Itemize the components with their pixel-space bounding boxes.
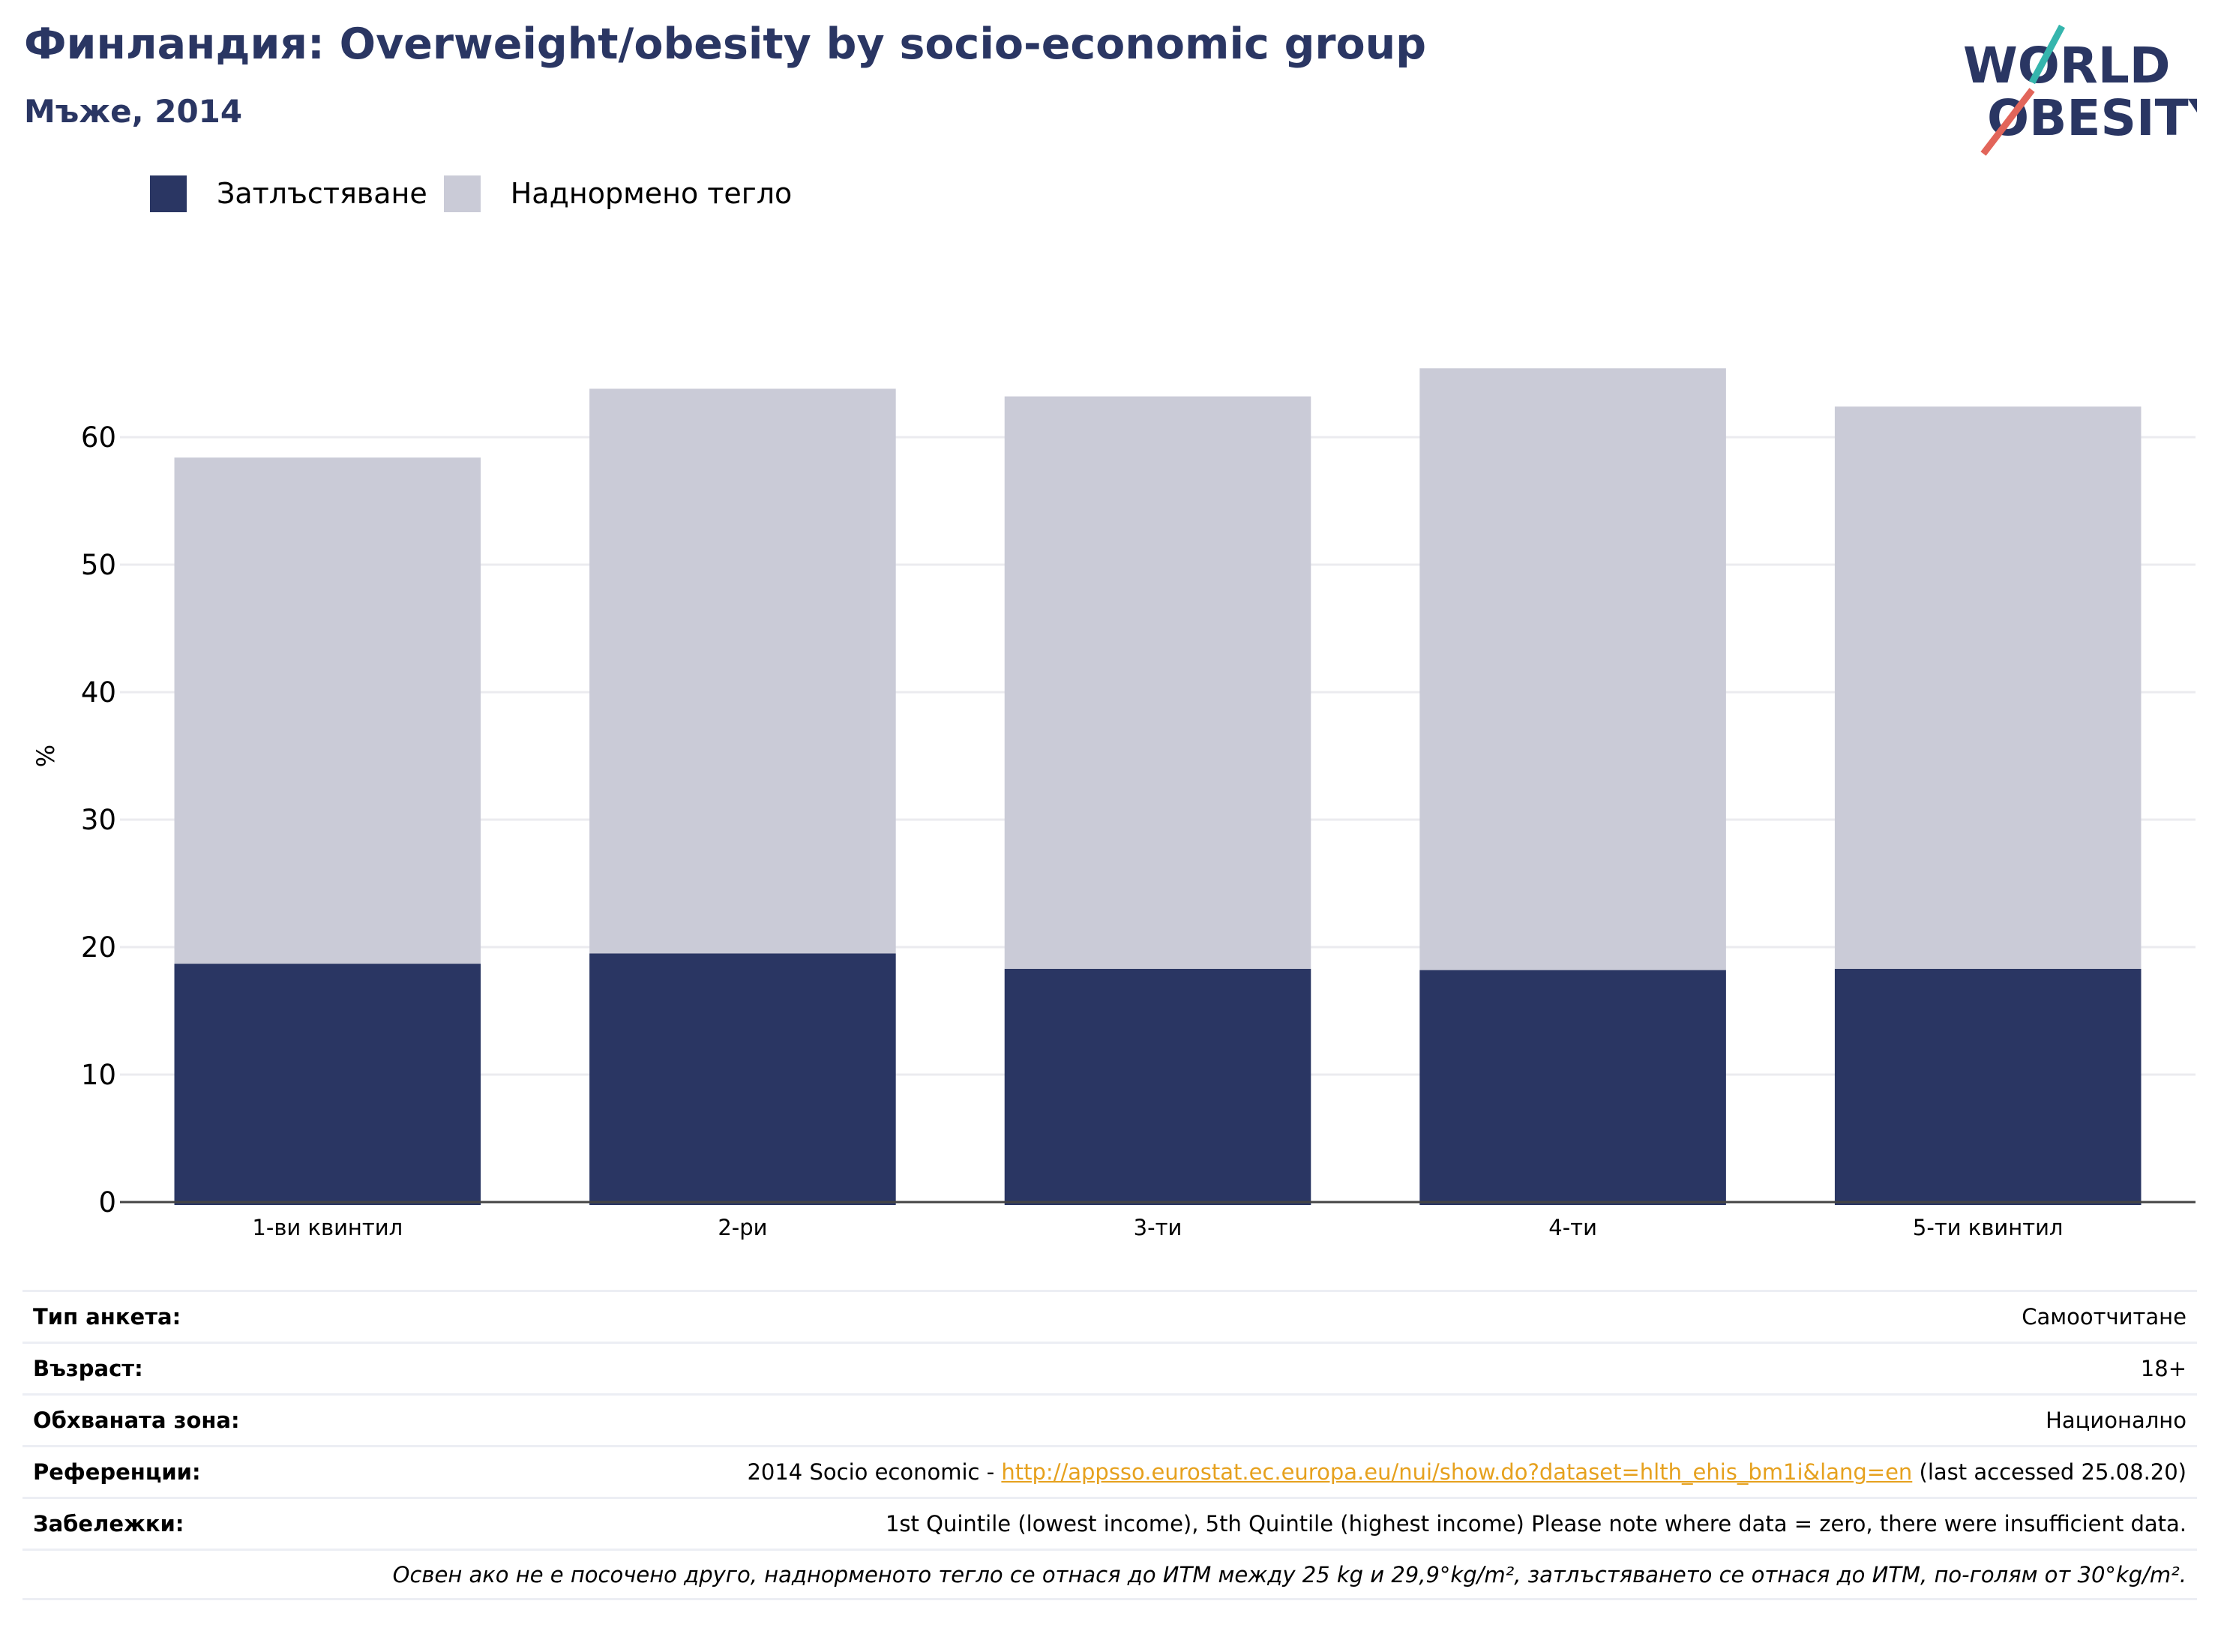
references-prefix: 2014 Socio economic - — [747, 1459, 1002, 1485]
x-tick-label: 2-ри — [718, 1215, 767, 1240]
world-obesity-logo: WORLD OBESITY — [1963, 24, 2197, 156]
x-tick-label: 1-ви квинтил — [252, 1215, 403, 1240]
info-row-notes: Забележки: 1st Quintile (lowest income),… — [22, 1497, 2197, 1549]
age-value: 18+ — [2140, 1356, 2187, 1381]
info-row-definition: Освен ако не е посочено друго, наднормен… — [22, 1549, 2197, 1600]
info-row-age: Възраст: 18+ — [22, 1342, 2197, 1393]
survey-type-label: Тип анкета: — [33, 1304, 181, 1330]
area-value: Национално — [2046, 1408, 2187, 1433]
y-tick-label: 50 — [81, 549, 116, 581]
stacked-bar-chart: 0 10 20 30 40 50 60% 1-ви квинтил 2-ри 3-ти 4-ти 5-… — [31, 368, 2196, 1240]
legend-item-obesity[interactable]: Затлъстяване — [150, 175, 427, 212]
y-tick-label: 10 — [81, 1059, 116, 1091]
bar-obesity — [589, 953, 896, 1205]
chart-subtitle: Мъже, 2014 — [24, 93, 243, 130]
info-table: Тип анкета: Самоотчитане Възраст: 18+ Об… — [22, 1290, 2197, 1600]
legend-swatch-obesity — [150, 175, 187, 212]
bar-obesity — [1834, 968, 2142, 1205]
references-value: 2014 Socio economic - http://appsso.euro… — [747, 1459, 2187, 1485]
references-label: Референции: — [33, 1459, 201, 1485]
y-tick-label: 60 — [81, 421, 116, 454]
y-tick-label: 30 — [81, 804, 116, 836]
notes-label: Забележки: — [33, 1511, 184, 1537]
y-axis-label: % — [31, 745, 60, 767]
legend-swatch-overweight — [443, 175, 481, 212]
info-row-survey: Тип анкета: Самоотчитане — [22, 1290, 2197, 1342]
survey-type-value: Самоотчитане — [2022, 1304, 2187, 1330]
bar-obesity — [1419, 970, 1726, 1205]
bar-overweight — [1834, 406, 2142, 969]
definition-note: Освен ако не е посочено друго, наднормен… — [392, 1561, 2187, 1588]
bar-overweight — [589, 388, 896, 954]
x-tick-label: 3-ти — [1134, 1215, 1182, 1240]
y-tick-label: 20 — [81, 931, 116, 964]
bar-overweight — [1419, 368, 1726, 970]
legend-label-overweight: Наднормено тегло — [510, 177, 793, 210]
info-row-area: Обхваната зона: Национално — [22, 1393, 2197, 1445]
bar-overweight — [1004, 396, 1311, 969]
svg-text:WORLD: WORLD — [1963, 37, 2171, 94]
legend-label-obesity: Затлъстяване — [217, 177, 427, 210]
x-tick-label: 4-ти — [1548, 1215, 1597, 1240]
y-tick-label: 40 — [81, 676, 116, 709]
y-tick-label: 0 — [98, 1186, 116, 1219]
age-label: Възраст: — [33, 1356, 143, 1381]
x-tick-label: 5-ти квинтил — [1913, 1215, 2064, 1240]
legend: Затлъстяване Наднормено тегло — [150, 172, 808, 214]
bar-obesity — [174, 964, 481, 1205]
area-label: Обхваната зона: — [33, 1408, 240, 1433]
notes-value: 1st Quintile (lowest income), 5th Quinti… — [885, 1511, 2187, 1537]
chart-title: Финландия: Overweight/obesity by socio-e… — [24, 19, 1427, 69]
info-row-references: Референции: 2014 Socio economic - http:/… — [22, 1445, 2197, 1497]
bar-obesity — [1004, 968, 1311, 1205]
bar-overweight — [174, 457, 481, 964]
legend-item-overweight[interactable]: Наднормено тегло — [443, 175, 793, 212]
references-link[interactable]: http://appsso.eurostat.ec.europa.eu/nui/… — [1001, 1459, 1913, 1485]
references-suffix: (last accessed 25.08.20) — [1912, 1459, 2187, 1485]
